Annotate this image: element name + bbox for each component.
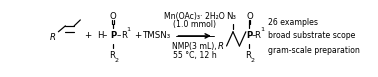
Text: +: + xyxy=(84,31,91,40)
Text: –: – xyxy=(252,31,256,40)
Text: 55 °C, 12 h: 55 °C, 12 h xyxy=(173,51,217,60)
Text: O: O xyxy=(110,12,116,21)
Text: N₃: N₃ xyxy=(226,12,236,21)
Text: 1: 1 xyxy=(127,27,131,32)
Text: gram-scale preparation: gram-scale preparation xyxy=(268,46,360,55)
Text: Mn(OAc)₃· 2H₂O: Mn(OAc)₃· 2H₂O xyxy=(164,12,225,21)
Text: (1.0 mmol): (1.0 mmol) xyxy=(173,20,216,29)
Text: R: R xyxy=(218,42,224,51)
Text: R: R xyxy=(109,51,115,60)
Text: O: O xyxy=(246,12,253,21)
Text: R: R xyxy=(255,31,260,40)
Text: –: – xyxy=(102,31,107,40)
Text: +: + xyxy=(135,31,142,40)
Text: R: R xyxy=(121,31,127,40)
Text: –: – xyxy=(117,31,121,40)
Text: 2: 2 xyxy=(251,58,255,63)
Text: 2: 2 xyxy=(115,58,119,63)
Text: broad substrate scope: broad substrate scope xyxy=(268,31,356,40)
Text: NMP(3 mL),: NMP(3 mL), xyxy=(172,42,217,51)
Text: P: P xyxy=(246,31,253,40)
Text: H: H xyxy=(97,31,104,40)
Text: TMSN₃: TMSN₃ xyxy=(143,31,171,40)
Text: 26 examples: 26 examples xyxy=(268,18,318,27)
Text: R: R xyxy=(50,33,56,42)
Text: P: P xyxy=(110,31,116,40)
Text: R: R xyxy=(245,51,251,60)
Text: 1: 1 xyxy=(260,27,264,32)
